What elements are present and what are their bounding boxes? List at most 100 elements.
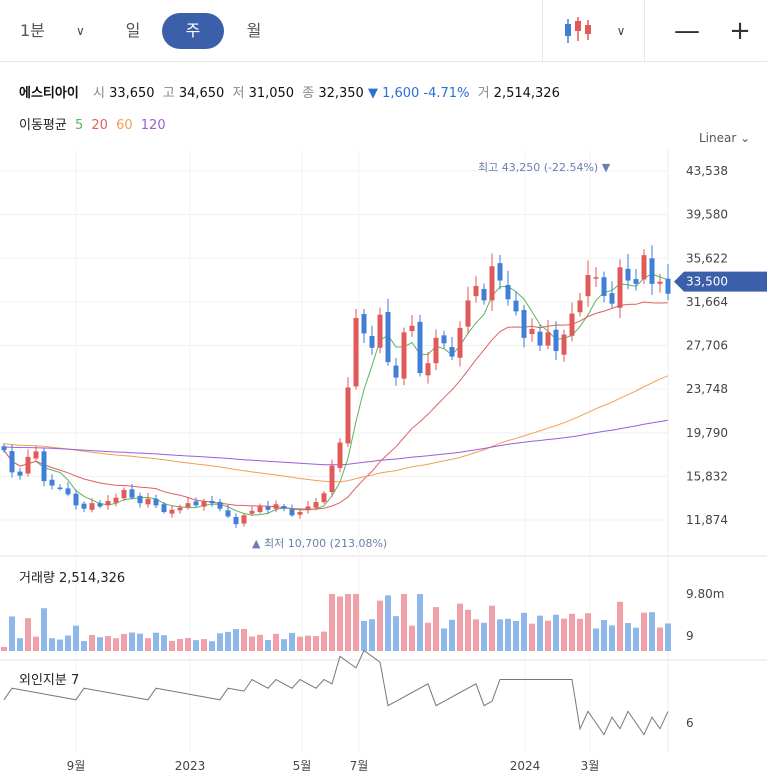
candle-body	[497, 263, 503, 281]
ma60-line	[3, 375, 669, 483]
volume-bar	[161, 635, 167, 651]
current-price-tag	[674, 271, 767, 292]
candle-body	[409, 325, 415, 332]
volume-bar	[97, 637, 103, 651]
candle-body	[81, 503, 87, 509]
candle-body	[17, 471, 23, 476]
moving-average-legend[interactable]: 이동평균 5 20 60 120	[19, 114, 170, 133]
x-tick-label: 9월	[67, 759, 86, 773]
candle-body	[665, 278, 671, 294]
tab-week[interactable]: 주	[162, 13, 224, 49]
tab-month[interactable]: 월	[246, 21, 262, 40]
quote-summary: 에스티아이 시 33,650 고 34,650 저 31,050 종 32,35…	[19, 82, 560, 101]
candlestick-icon[interactable]	[560, 16, 596, 46]
candle-body	[537, 331, 543, 346]
close-value: 32,350	[318, 86, 364, 101]
candle-body	[569, 313, 575, 336]
volume-bar	[417, 594, 423, 651]
period-select-label: 1분	[20, 21, 45, 40]
candle-body	[169, 509, 175, 514]
candle-body	[609, 293, 615, 304]
volume-bar	[473, 619, 479, 651]
volume-bar	[305, 635, 311, 651]
tab-day[interactable]: 일	[125, 21, 141, 40]
candle-body	[33, 451, 39, 459]
volume-label: 거	[477, 86, 490, 101]
candle-body	[473, 286, 479, 297]
ma120-line	[3, 419, 669, 466]
candle-body	[521, 310, 527, 338]
volume-bar	[409, 625, 415, 651]
candle-body	[185, 503, 191, 508]
volume-bar	[657, 627, 663, 651]
volume-bar	[145, 638, 151, 651]
volume-bar	[585, 613, 591, 651]
candle-body	[265, 506, 271, 510]
candle-body	[241, 515, 247, 524]
scale-select[interactable]: Linear ⌄	[699, 131, 751, 145]
candle-body	[585, 275, 591, 297]
volume-bar	[521, 612, 527, 651]
volume-bar	[233, 629, 239, 651]
candle-body	[593, 277, 599, 279]
volume-bar	[537, 615, 543, 651]
candle-body	[257, 506, 263, 513]
volume-bar	[25, 618, 31, 651]
volume-panel-title: 거래량 2,514,326	[19, 571, 126, 586]
volume-bar	[209, 641, 215, 651]
candle-body	[177, 507, 183, 511]
candle-body	[561, 334, 567, 355]
candle-body	[441, 335, 447, 344]
volume-bar	[1, 647, 7, 651]
volume-bar	[353, 594, 359, 651]
volume-bar	[297, 636, 303, 651]
candle-body	[209, 500, 215, 504]
volume-bar	[641, 612, 647, 651]
candle-body	[369, 335, 375, 348]
low-label: 저	[232, 86, 245, 101]
candle-body	[225, 510, 231, 517]
candle-body	[385, 312, 391, 363]
stock-name: 에스티아이	[19, 86, 79, 101]
candle-body	[329, 465, 335, 492]
candle-body	[345, 387, 351, 444]
volume-bar	[529, 623, 535, 651]
open-label: 시	[92, 86, 105, 101]
volume-bar	[345, 594, 351, 651]
volume-bar	[609, 625, 615, 651]
candle-body	[249, 510, 255, 514]
candle-body	[193, 501, 199, 506]
volume-bar	[465, 609, 471, 651]
volume-bar	[361, 620, 367, 651]
volume-axis-label: 9.80m	[686, 587, 724, 601]
candle-body	[657, 281, 663, 284]
volume-bar	[137, 633, 143, 651]
volume-bar	[481, 622, 487, 651]
y-tick-label: 19,790	[686, 426, 728, 440]
volume-bar	[17, 638, 23, 651]
y-tick-label: 31,664	[686, 295, 728, 309]
change-value: ▼ 1,600 -4.71%	[367, 86, 470, 101]
candle-body	[137, 495, 143, 504]
volume-bar	[193, 640, 199, 651]
volume-bar	[225, 631, 231, 651]
period-select[interactable]: 1분 ∨	[20, 13, 100, 49]
ma120-label: 120	[140, 118, 166, 133]
volume-bar	[265, 640, 271, 651]
volume-bar	[377, 600, 383, 651]
volume-bar	[369, 619, 375, 651]
chart-style-dropdown[interactable]: ∨	[616, 24, 626, 38]
candle-body	[649, 258, 655, 284]
candle-body	[489, 266, 495, 301]
volume-bar	[321, 631, 327, 651]
volume-bar	[649, 612, 655, 651]
candle-body	[273, 504, 279, 509]
volume-bar	[617, 601, 623, 651]
zoom-in-button[interactable]: +	[729, 16, 751, 46]
ma-title: 이동평균	[19, 118, 67, 133]
volume-bar	[249, 636, 255, 651]
volume-bar	[393, 616, 399, 651]
candle-body	[601, 277, 607, 296]
zoom-out-button[interactable]: —	[674, 16, 700, 46]
